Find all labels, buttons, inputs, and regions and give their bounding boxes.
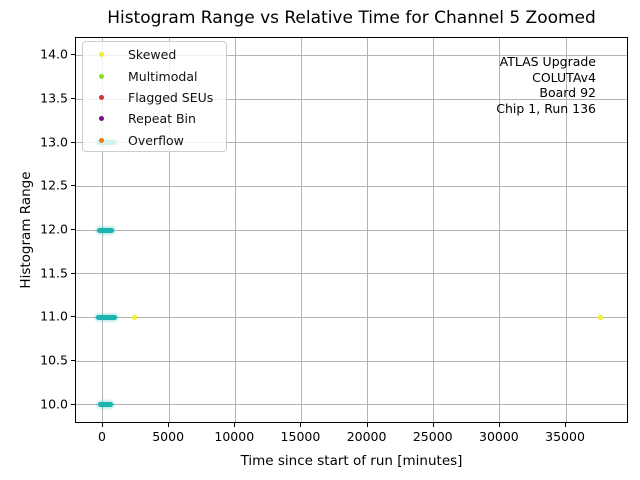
x-tick [234, 423, 236, 427]
gridline-horizontal [76, 98, 627, 100]
data-point-skewed [598, 314, 604, 320]
annotation-line: COLUTAv4 [532, 69, 596, 85]
x-tick-label: 10000 [214, 429, 255, 444]
y-tick [71, 229, 75, 231]
y-tick [71, 141, 75, 143]
gridline-horizontal [76, 142, 627, 144]
y-tick-label: 11.0 [40, 308, 68, 324]
x-tick-label: 30000 [478, 429, 519, 444]
x-tick-label: 5000 [152, 429, 185, 444]
legend-marker-icon [99, 137, 104, 143]
legend-item-label: Repeat Bin [128, 111, 196, 127]
x-tick-label: 35000 [545, 429, 585, 444]
x-tick [300, 423, 302, 427]
gridline-horizontal [76, 54, 627, 56]
x-tick [432, 423, 434, 427]
x-tick [366, 423, 368, 427]
annotation-line: Board 92 [539, 85, 596, 101]
y-tick-label: 13.0 [40, 134, 68, 150]
legend-marker-icon [99, 52, 104, 58]
legend-item: Repeat Bin [83, 108, 226, 129]
chart-title: Histogram Range vs Relative Time for Cha… [107, 8, 596, 28]
legend-item-label: Multimodal [128, 68, 198, 84]
legend-item: Overflow [83, 130, 226, 151]
x-tick [168, 423, 170, 427]
annotation-line: ATLAS Upgrade [499, 54, 596, 69]
y-tick-label: 10.5 [40, 352, 68, 368]
y-tick [71, 272, 75, 274]
x-tick-label: 20000 [346, 429, 387, 444]
y-tick-label: 12.0 [40, 221, 68, 237]
y-tick-label: 11.5 [40, 265, 68, 281]
y-tick [71, 360, 75, 362]
legend-item-label: Flagged SEUs [128, 89, 214, 105]
plot-area: Skewed Multimodal Flagged SEUs Repeat Bin Ov… [75, 37, 628, 423]
legend-item: Flagged SEUs [83, 87, 226, 108]
annotation-text: ATLAS Upgrade COLUTAv4 Board 92 Chip 1, Run… [496, 54, 596, 116]
x-tick-label: 0 [98, 429, 106, 444]
data-point-skewed [132, 314, 138, 320]
x-tick-label: 25000 [412, 429, 453, 444]
y-axis-label: Histogram Range [18, 171, 34, 289]
legend-item: Multimodal [83, 65, 226, 86]
gridline-horizontal [76, 360, 627, 362]
gridline-horizontal [76, 316, 627, 318]
gridline-horizontal [76, 273, 627, 275]
y-tick [71, 98, 75, 100]
gridline-horizontal [76, 229, 627, 231]
y-tick-label: 12.5 [40, 177, 68, 193]
legend: Skewed Multimodal Flagged SEUs Repeat Bin Ov… [82, 41, 227, 152]
y-tick-label: 13.5 [40, 90, 68, 106]
y-tick [71, 316, 75, 318]
legend-item-label: Skewed [128, 47, 177, 63]
y-tick [71, 54, 75, 56]
legend-marker-icon [99, 116, 104, 122]
data-cluster-teal [96, 227, 114, 233]
annotation-line: Chip 1, Run 136 [496, 100, 596, 116]
y-tick [71, 185, 75, 187]
data-cluster-teal [95, 314, 118, 320]
data-cluster-teal [97, 402, 113, 408]
x-tick [565, 423, 567, 427]
gridline-horizontal [76, 404, 627, 406]
y-tick-label: 14.0 [40, 46, 68, 62]
x-tick [498, 423, 500, 427]
x-tick [101, 423, 103, 427]
x-axis-label: Time since start of run [minutes] [240, 453, 463, 469]
legend-item: Skewed [83, 44, 226, 65]
legend-marker-icon [99, 94, 104, 100]
y-tick [71, 403, 75, 405]
y-tick-label: 10.0 [40, 396, 68, 412]
gridline-horizontal [76, 185, 627, 187]
x-tick-label: 15000 [280, 429, 321, 444]
legend-item-label: Overflow [128, 132, 184, 148]
legend-marker-icon [99, 73, 104, 79]
